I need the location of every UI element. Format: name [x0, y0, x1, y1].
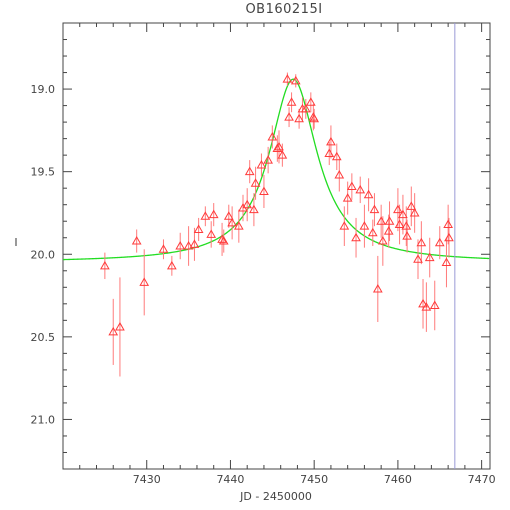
data-point [277, 150, 288, 159]
data-point [331, 151, 342, 161]
data-point [406, 201, 417, 210]
data-point [363, 189, 374, 199]
data-point [158, 244, 169, 253]
data-point [227, 217, 237, 227]
data-point [429, 300, 440, 309]
data-point [274, 141, 284, 151]
data-point [286, 97, 297, 106]
data-point [183, 240, 194, 250]
data-point [175, 240, 186, 250]
data-point [108, 326, 119, 336]
data-point [300, 103, 311, 113]
chart-title: OB160215I [245, 2, 322, 17]
x-tick-label: 7440 [216, 473, 244, 486]
data-point [284, 112, 294, 121]
data-point [334, 169, 345, 179]
data-point [249, 204, 259, 214]
data-points [100, 74, 454, 336]
y-tick-label: 20.0 [31, 248, 56, 261]
data-point [444, 232, 454, 242]
data-point [418, 298, 428, 308]
error-bars [104, 72, 450, 377]
data-point [359, 221, 370, 230]
data-point [223, 211, 234, 220]
data-point [131, 236, 142, 245]
data-point [342, 193, 353, 202]
data-point [193, 224, 204, 233]
data-point [401, 221, 412, 230]
data-point [398, 209, 408, 219]
data-point [424, 252, 435, 262]
data-point [421, 302, 432, 311]
data-point [189, 239, 200, 248]
data-point [393, 204, 403, 214]
data-point [294, 113, 304, 123]
data-point [218, 236, 229, 245]
data-point [351, 232, 361, 242]
y-tick-label: 19.0 [31, 83, 56, 96]
axis-ticks [62, 22, 490, 470]
data-point [383, 226, 394, 235]
data-point [267, 131, 278, 141]
data-point [242, 199, 253, 209]
model-curve [62, 78, 490, 261]
data-point [394, 219, 405, 229]
data-point [413, 254, 423, 263]
data-point [339, 221, 350, 230]
data-point [259, 186, 269, 195]
data-point [263, 155, 273, 164]
data-point [282, 74, 293, 83]
y-tick-label: 19.5 [31, 166, 56, 179]
data-point [100, 260, 110, 270]
data-point [233, 221, 244, 230]
data-point [250, 178, 261, 187]
x-tick-label: 7460 [384, 473, 412, 486]
data-point [376, 216, 387, 225]
data-point [377, 236, 388, 245]
data-point [324, 148, 335, 157]
tick-labels: 7430 7440 7450 7460 7470 19.0 19.5 20.0 20.5 21.0 [31, 83, 496, 486]
data-point [115, 321, 125, 331]
x-axis-label: JD - 2450000 [239, 490, 312, 503]
data-point [416, 237, 427, 247]
data-point [256, 160, 267, 169]
data-point [272, 143, 283, 153]
y-axis-label: I [14, 236, 17, 249]
data-point [434, 237, 445, 247]
x-tick-label: 7470 [468, 473, 496, 486]
x-tick-label: 7450 [300, 473, 328, 486]
y-tick-label: 20.5 [31, 331, 56, 344]
data-point [326, 136, 336, 146]
data-point [346, 181, 357, 191]
data-point [200, 211, 211, 220]
data-point [217, 234, 227, 243]
data-point [372, 283, 383, 293]
data-point [443, 219, 453, 229]
data-point [367, 227, 378, 237]
data-point [208, 209, 219, 219]
data-point [166, 260, 177, 270]
data-point [244, 166, 255, 176]
data-point [290, 75, 301, 85]
data-point [309, 113, 320, 123]
data-point [369, 204, 380, 214]
data-point [402, 231, 412, 240]
data-point [409, 207, 420, 217]
data-point [384, 216, 395, 225]
data-point [139, 277, 150, 286]
plot-frame [62, 22, 491, 470]
data-point [305, 97, 316, 106]
x-tick-label: 7430 [133, 473, 161, 486]
y-tick-label: 21.0 [31, 413, 56, 426]
data-point [441, 257, 452, 267]
data-point [355, 184, 366, 194]
data-point [206, 229, 217, 238]
